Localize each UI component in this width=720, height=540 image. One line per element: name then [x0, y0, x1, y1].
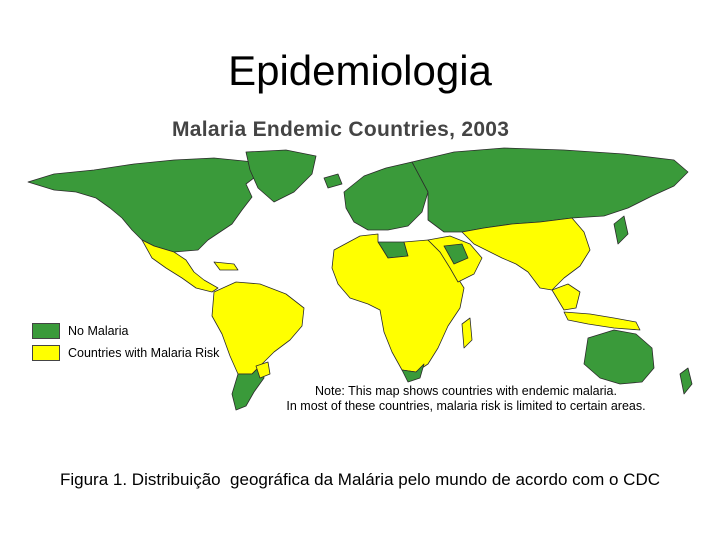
- world-map-svg: [27, 147, 693, 411]
- region-russia: [411, 147, 689, 233]
- legend-label: Countries with Malaria Risk: [68, 346, 220, 360]
- region-japan: [613, 215, 629, 245]
- region-caribbean: [213, 261, 239, 271]
- region-central-america: [141, 239, 219, 293]
- region-europe: [343, 161, 429, 231]
- figure-caption: Figura 1. Distribuição geográfica da Mal…: [59, 470, 661, 489]
- region-paraguay: [255, 361, 271, 379]
- region-south-africa: [401, 363, 425, 383]
- region-south-america-risk: [211, 281, 305, 375]
- region-north-america: [27, 157, 260, 253]
- region-australia: [583, 329, 655, 385]
- map-legend: No Malaria Countries with Malaria Risk: [32, 320, 219, 364]
- region-south-america-no-risk: [231, 363, 265, 411]
- legend-item-malaria-risk: Countries with Malaria Risk: [32, 342, 219, 364]
- region-greenland: [245, 149, 317, 203]
- map-note-line: In most of these countries, malaria risk…: [286, 399, 646, 413]
- region-indonesia: [563, 311, 641, 331]
- legend-item-no-malaria: No Malaria: [32, 320, 219, 342]
- region-south-asia: [461, 217, 591, 291]
- world-map: Malaria Endemic Countries, 2003 No Malar…: [24, 112, 704, 422]
- legend-swatch-yellow: [32, 345, 60, 361]
- region-arabia: [443, 243, 469, 265]
- region-iceland: [323, 173, 343, 189]
- region-new-zealand: [679, 367, 693, 395]
- map-note-line: Note: This map shows countries with ende…: [315, 384, 617, 398]
- region-southeast-asia: [551, 283, 581, 311]
- slide-title: Epidemiologia: [228, 47, 492, 94]
- map-note: Note: This map shows countries with ende…: [256, 384, 676, 414]
- region-africa: [331, 233, 465, 373]
- map-title: Malaria Endemic Countries, 2003: [172, 118, 510, 141]
- legend-swatch-green: [32, 323, 60, 339]
- legend-label: No Malaria: [68, 324, 129, 338]
- region-madagascar: [461, 317, 473, 349]
